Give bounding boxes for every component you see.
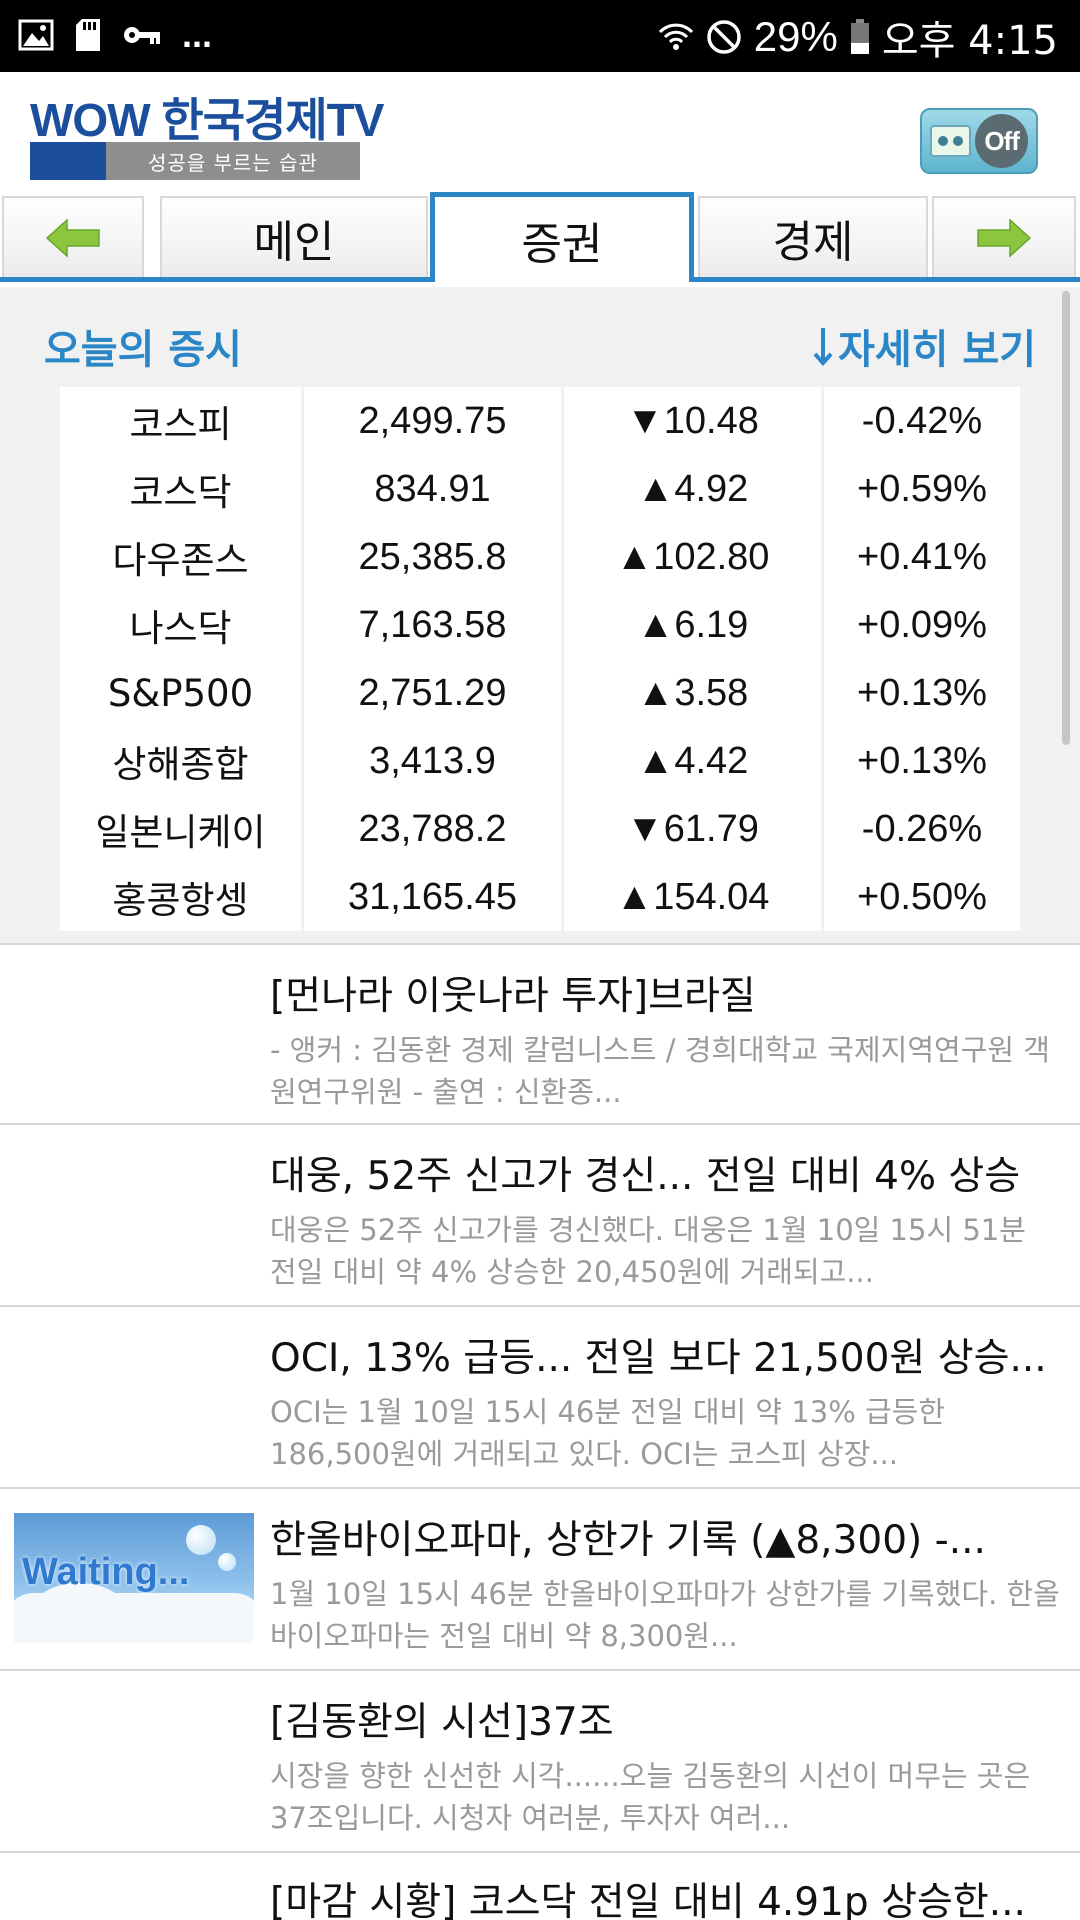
tab-label: 메인: [253, 216, 335, 268]
index-percent: +0.09%: [824, 591, 1020, 659]
market-title: 오늘의 증시: [44, 327, 242, 373]
news-description: OCI는 1월 10일 15시 46분 전일 대비 약 13% 급등한 186,…: [270, 1395, 946, 1471]
tab-economy[interactable]: 경제: [698, 196, 928, 277]
news-title: 대웅, 52주 신고가 경신... 전일 대비 4% 상승: [270, 1154, 1021, 1199]
market-row[interactable]: 코스닥 834.91 ▲4.92 +0.59%: [60, 455, 1020, 523]
market-row[interactable]: 상해종합 3,413.9 ▲4.42 +0.13%: [60, 727, 1020, 795]
index-percent: +0.50%: [824, 863, 1020, 931]
index-percent: -0.42%: [824, 387, 1020, 455]
status-bar-left: ...: [18, 14, 212, 56]
index-change: ▲4.42: [564, 727, 824, 795]
index-name: 일본니케이: [60, 795, 304, 863]
index-change: ▲102.80: [564, 523, 824, 591]
index-percent: +0.41%: [824, 523, 1020, 591]
status-bar-right: 29% 오후 4:15: [658, 8, 1058, 66]
market-table: 코스피 2,499.75 ▼10.48 -0.42% 코스닥 834.91 ▲4.92 +0.…: [60, 387, 1020, 931]
index-change: ▲3.58: [564, 659, 824, 727]
tab-bar: 메인 증권 경제: [0, 190, 1080, 282]
index-value: 2,751.29: [304, 659, 564, 727]
tab-next-button[interactable]: [932, 196, 1076, 277]
more-notifications: ...: [182, 14, 213, 55]
news-description: 시장을 향한 신선한 시각......오늘 김동환의 시선이 머무는 곳은 37…: [270, 1759, 1031, 1835]
index-name: 나스닥: [60, 591, 304, 659]
index-name: 상해종합: [60, 727, 304, 795]
index-change: ▲6.19: [564, 591, 824, 659]
arrow-down-icon: [813, 328, 833, 366]
arrow-right-icon: [977, 217, 1032, 258]
index-change: ▲4.92: [564, 455, 824, 523]
index-name: 홍콩항셍: [60, 863, 304, 931]
market-row[interactable]: 나스닥 7,163.58 ▲6.19 +0.09%: [60, 591, 1020, 659]
index-percent: -0.26%: [824, 795, 1020, 863]
index-name: 다우존스: [60, 523, 304, 591]
news-title: [먼나라 이웃나라 투자]브라질: [270, 974, 756, 1019]
key-icon: [122, 22, 162, 48]
index-value: 25,385.8: [304, 523, 564, 591]
sd-card-icon: [74, 17, 102, 53]
market-summary: 오늘의 증시 자세히 보기 코스피 2,499.75 ▼10.48 -0.42% 코스닥…: [0, 287, 1080, 943]
news-item[interactable]: [마감 시황] 코스닥 전일 대비 4.91p 상승한...: [0, 1853, 1080, 1920]
do-not-disturb-icon: [706, 19, 742, 55]
tab-stocks[interactable]: 증권: [430, 192, 694, 282]
index-name: S&P500: [60, 659, 304, 727]
clock: 오후 4:15: [881, 18, 1058, 64]
news-description: 1월 10일 15시 46분 한올바이오파마가 상한가를 기록했다. 한올바이오…: [270, 1577, 1060, 1653]
market-row[interactable]: 코스피 2,499.75 ▼10.48 -0.42%: [60, 387, 1020, 455]
status-bar: ... 29% 오후 4:15: [0, 0, 1080, 72]
market-row[interactable]: 홍콩항셍 31,165.45 ▲154.04 +0.50%: [60, 863, 1020, 931]
news-list: [먼나라 이웃나라 투자]브라질 - 앵커 : 김동환 경제 칼럼니스트 / 경희…: [0, 943, 1080, 1920]
index-value: 31,165.45: [304, 863, 564, 931]
app-logo[interactable]: WOW 한국경제TV 성공을 부르는 습관: [30, 84, 384, 180]
news-item[interactable]: Waiting... 한올바이오파마, 상한가 기록 (▲8,300) -... 1…: [0, 1489, 1080, 1671]
off-toggle-button[interactable]: Off: [920, 108, 1038, 174]
market-more-label: 자세히 보기: [838, 327, 1036, 373]
tab-label: 증권: [521, 218, 603, 270]
news-item[interactable]: OCI, 13% 급등... 전일 보다 21,500원 상승... OCI는 1…: [0, 1307, 1080, 1489]
market-row[interactable]: S&P500 2,751.29 ▲3.58 +0.13%: [60, 659, 1020, 727]
market-row[interactable]: 다우존스 25,385.8 ▲102.80 +0.41%: [60, 523, 1020, 591]
app-header: WOW 한국경제TV 성공을 부르는 습관 Off: [0, 72, 1080, 190]
news-title: [김동환의 시선]37조: [270, 1700, 614, 1745]
tab-main[interactable]: 메인: [160, 196, 428, 277]
news-description: 대웅은 52주 신고가를 경신했다. 대웅은 1월 10일 15시 51분 전일…: [270, 1213, 1026, 1289]
index-percent: +0.59%: [824, 455, 1020, 523]
news-title: OCI, 13% 급등... 전일 보다 21,500원 상승...: [270, 1336, 1047, 1381]
index-value: 834.91: [304, 455, 564, 523]
scrollbar[interactable]: [1062, 291, 1070, 745]
index-percent: +0.13%: [824, 659, 1020, 727]
logo-text: WOW 한국경제TV: [30, 94, 384, 146]
market-row[interactable]: 일본니케이 23,788.2 ▼61.79 -0.26%: [60, 795, 1020, 863]
index-name: 코스닥: [60, 455, 304, 523]
logo-slogan: 성공을 부르는 습관: [106, 142, 360, 180]
index-change: ▼10.48: [564, 387, 824, 455]
index-name: 코스피: [60, 387, 304, 455]
news-title: [마감 시황] 코스닥 전일 대비 4.91p 상승한...: [270, 1880, 1026, 1920]
news-thumbnail: Waiting...: [14, 1513, 254, 1643]
news-item[interactable]: [먼나라 이웃나라 투자]브라질 - 앵커 : 김동환 경제 칼럼니스트 / 경희…: [0, 943, 1080, 1125]
index-value: 23,788.2: [304, 795, 564, 863]
news-title: 한올바이오파마, 상한가 기록 (▲8,300) -...: [270, 1518, 986, 1563]
thumbnail-waiting-label: Waiting...: [22, 1551, 190, 1593]
logo-blue-block: [30, 142, 106, 180]
news-description: - 앵커 : 김동환 경제 칼럼니스트 / 경희대학교 국제지역연구원 객원연구…: [270, 1033, 1050, 1109]
gallery-icon: [18, 19, 54, 51]
index-change: ▲154.04: [564, 863, 824, 931]
toggle-state-label: Off: [975, 114, 1028, 168]
index-value: 3,413.9: [304, 727, 564, 795]
cassette-icon: [930, 125, 972, 157]
logo-slogan-bar: 성공을 부르는 습관: [30, 142, 360, 180]
battery-icon: [850, 19, 870, 55]
arrow-left-icon: [45, 217, 100, 258]
index-value: 2,499.75: [304, 387, 564, 455]
tab-label: 경제: [772, 216, 854, 268]
tab-prev-button[interactable]: [2, 196, 144, 277]
index-change: ▼61.79: [564, 795, 824, 863]
index-percent: +0.13%: [824, 727, 1020, 795]
wifi-icon: [658, 20, 694, 54]
index-value: 7,163.58: [304, 591, 564, 659]
battery-percent: 29%: [753, 13, 838, 60]
market-more-link[interactable]: 자세히 보기: [812, 317, 1036, 375]
